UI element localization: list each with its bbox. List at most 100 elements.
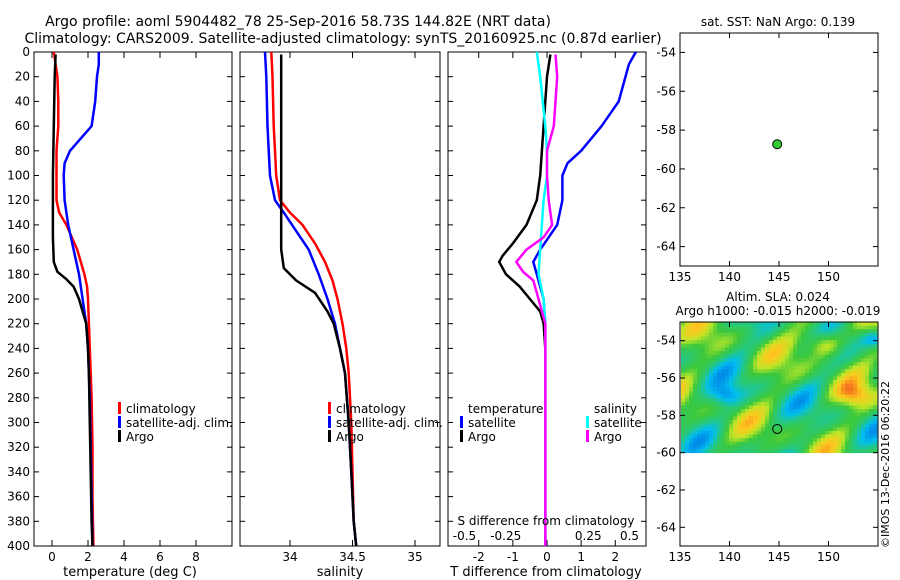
heatmap-cell [873,427,878,432]
heatmap-cell [693,441,698,446]
heatmap-cell [709,423,714,428]
heatmap-cell [805,347,810,352]
heatmap-cell [769,340,774,345]
heatmap-cell [829,376,834,381]
heatmap-cell [833,420,838,425]
sst-map-title: sat. SST: NaN Argo: 0.139 [701,15,855,29]
heatmap-cell [873,383,878,388]
heatmap-cell [869,354,874,359]
heatmap-cell [749,383,754,388]
heatmap-cell [809,430,814,435]
heatmap-cell [765,405,770,410]
heatmap-cell [741,383,746,388]
heatmap-cell [749,387,754,392]
heatmap-cell [825,445,830,450]
heatmap-cell [765,398,770,403]
heatmap-cell [785,376,790,381]
heatmap-cell [841,361,846,366]
heatmap-cell [785,441,790,446]
heatmap-cell [825,376,830,381]
heatmap-cell [729,449,734,454]
heatmap-cell [849,423,854,428]
heatmap-cell [709,351,714,356]
heatmap-cell [833,409,838,414]
heatmap-cell [793,449,798,454]
heatmap-cell [761,376,766,381]
heatmap-cell [721,434,726,439]
heatmap-cell [745,383,750,388]
heatmap-cell [753,361,758,366]
heatmap-cell [769,387,774,392]
heatmap-cell [709,358,714,363]
heatmap-cell [801,383,806,388]
heatmap-cell [829,398,834,403]
heatmap-cell [709,427,714,432]
heatmap-cell [745,420,750,425]
heatmap-cell [777,369,782,374]
difference-y-ticks [448,51,646,547]
heatmap-cell [745,430,750,435]
heatmap-cell [769,409,774,414]
heatmap-cell [725,351,730,356]
y-tick-label: 160 [7,243,30,257]
heatmap-cell [785,325,790,330]
heatmap-cell [841,401,846,406]
heatmap-cell [693,365,698,370]
y-tick-label: 220 [7,317,30,331]
difference-s-label: S difference from climatology [458,514,635,528]
heatmap-cell [785,332,790,337]
heatmap-cell [713,365,718,370]
heatmap-cell [821,423,826,428]
legend-title-salinity: salinity [594,402,637,416]
heatmap-cell [869,351,874,356]
heatmap-cell [861,361,866,366]
heatmap-cell [733,358,738,363]
heatmap-cell [741,365,746,370]
heatmap-cell [813,351,818,356]
heatmap-cell [841,423,846,428]
heatmap-cell [789,340,794,345]
heatmap-cell [805,372,810,377]
heatmap-cell [849,340,854,345]
heatmap-cell [689,340,694,345]
heatmap-cell [733,336,738,341]
heatmap-cell [805,336,810,341]
heatmap-cell [765,361,770,366]
heatmap-cell [869,343,874,348]
heatmap-cell [805,445,810,450]
heatmap-cell [713,358,718,363]
heatmap-cell [865,358,870,363]
heatmap-cell [853,329,858,334]
heatmap-cell [709,380,714,385]
heatmap-cell [717,340,722,345]
heatmap-cell [721,438,726,443]
heatmap-cell [845,398,850,403]
x-tick-label: 0 [48,550,56,564]
heatmap-cell [865,380,870,385]
heatmap-cell [753,354,758,359]
heatmap-cell [777,340,782,345]
heatmap-cell [789,343,794,348]
heatmap-cell [865,441,870,446]
heatmap-cell [801,405,806,410]
heatmap-cell [681,365,686,370]
heatmap-cell [713,387,718,392]
heatmap-cell [713,427,718,432]
heatmap-cell [765,354,770,359]
heatmap-cell [821,405,826,410]
heatmap-cell [793,383,798,388]
heatmap-cell [793,441,798,446]
heatmap-cell [705,420,710,425]
heatmap-cell [761,325,766,330]
heatmap-cell [865,434,870,439]
heatmap-cell [745,449,750,454]
heatmap-cell [813,416,818,421]
heatmap-cell [753,383,758,388]
heatmap-cell [725,441,730,446]
heatmap-cell [725,398,730,403]
heatmap-cell [685,354,690,359]
heatmap-cell [717,416,722,421]
heatmap-cell [861,420,866,425]
heatmap-cell [761,358,766,363]
heatmap-cell [781,387,786,392]
